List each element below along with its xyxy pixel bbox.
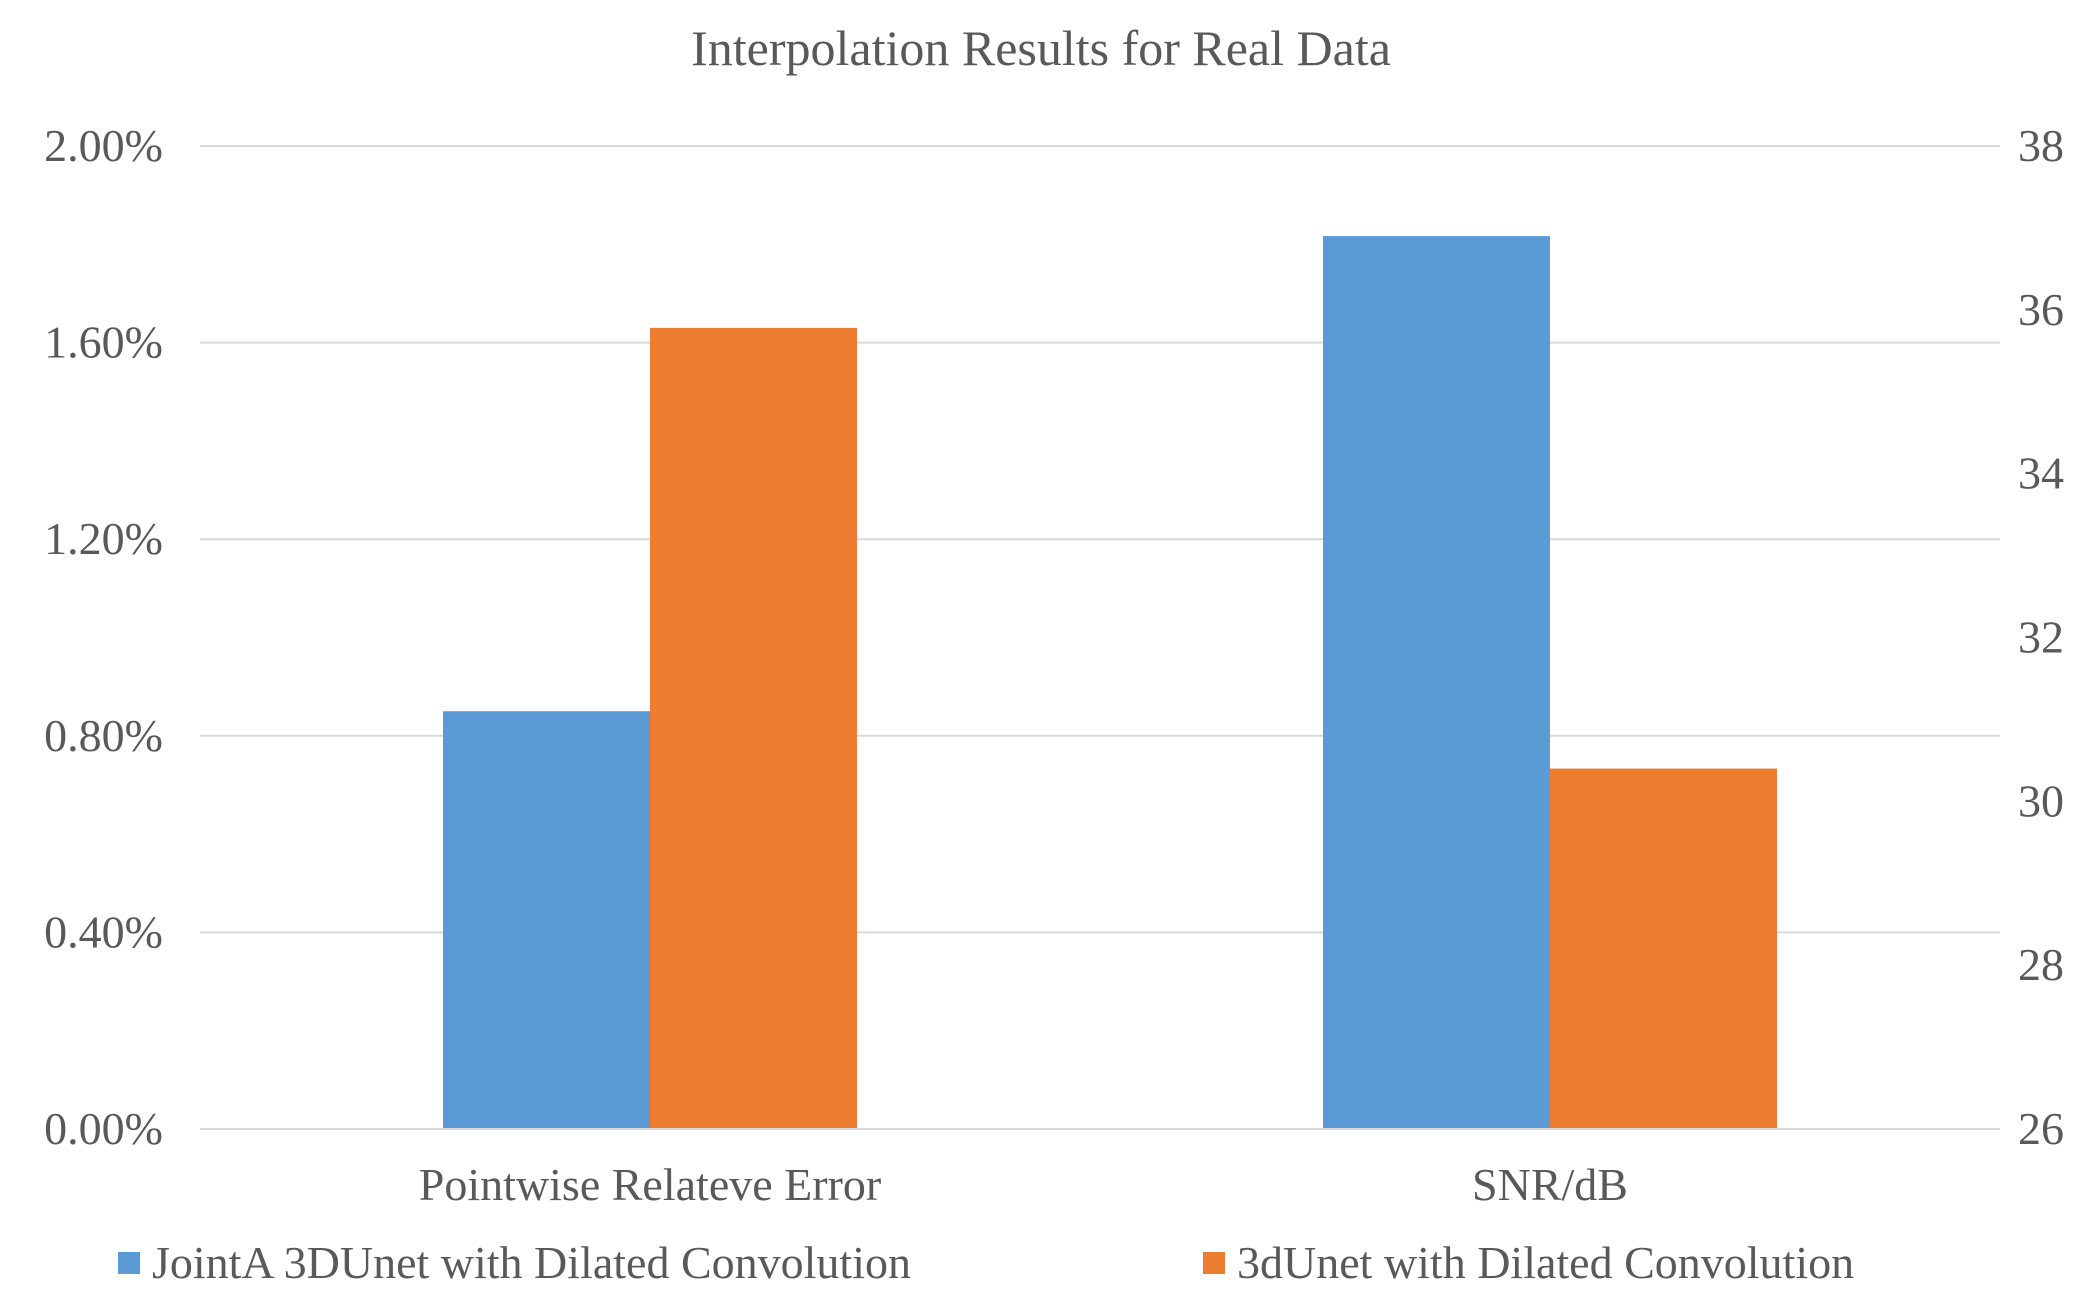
x-category-label: SNR/dB [1472,1159,1628,1210]
y-right-tick-label: 30 [2018,775,2064,826]
y-left-tick-label: 0.40% [44,906,163,957]
y-right-tick-label: 28 [2018,939,2064,990]
y-left-tick-label: 0.00% [44,1103,163,1154]
legend-label: JointA 3DUnet with Dilated Convolution [152,1237,911,1288]
y-left-tick-label: 2.00% [44,120,163,171]
y-right-tick-label: 38 [2018,120,2064,171]
bar [443,711,650,1129]
x-category-label: Pointwise Relateve Error [419,1159,881,1210]
bars [443,236,1777,1130]
legend: JointA 3DUnet with Dilated Convolution 3d… [118,1237,1854,1288]
bar [650,327,857,1130]
bar [1550,768,1777,1129]
y-left-tick-label: 0.80% [44,710,163,761]
y-axis-right-ticks: 26 28 30 32 34 36 38 [2018,120,2064,1154]
legend-label: 3dUnet with Dilated Convolution [1237,1237,1854,1288]
legend-swatch [1203,1252,1225,1274]
y-right-tick-label: 34 [2018,448,2064,499]
y-right-tick-label: 32 [2018,612,2064,663]
y-right-tick-label: 26 [2018,1103,2064,1154]
bar [1323,236,1550,1129]
y-left-tick-label: 1.60% [44,317,163,368]
y-right-tick-label: 36 [2018,284,2064,335]
legend-swatch [118,1252,140,1274]
y-axis-left-ticks: 0.00% 0.40% 0.80% 1.20% 1.60% 2.00% [44,120,163,1154]
chart-title: Interpolation Results for Real Data [691,20,1391,76]
x-axis-category-labels: Pointwise Relateve Error SNR/dB [419,1159,1628,1210]
y-left-tick-label: 1.20% [44,513,163,564]
